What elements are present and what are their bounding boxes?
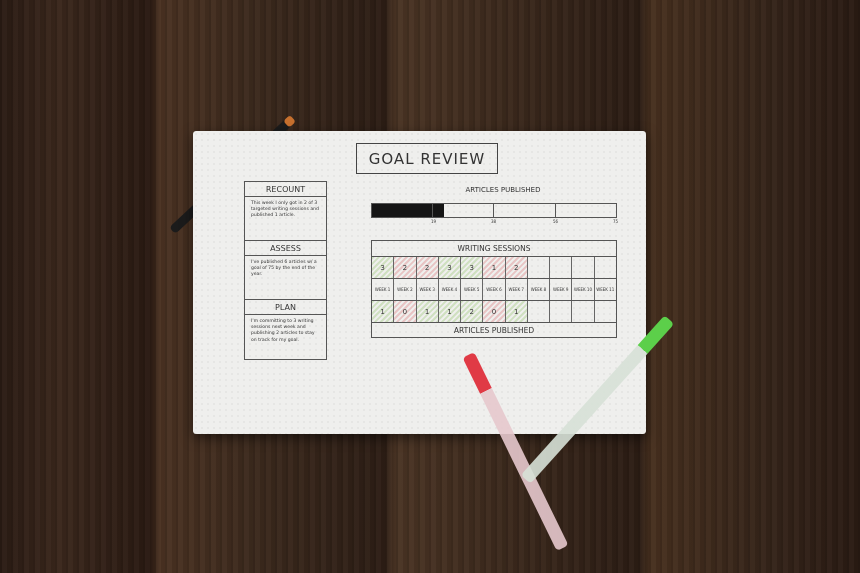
page-title: GOAL REVIEW [356,143,498,174]
week-label: WEEK 4 [439,279,462,300]
tracker-header: WRITING SESSIONS [372,241,616,257]
tracker-cell: 0 [483,301,506,322]
tracker-cell: 1 [416,301,439,322]
tracker-cell: 3 [372,257,395,278]
tracker-cell: 3 [438,257,462,278]
tracker-cell [550,301,573,322]
week-label: WEEK 2 [394,279,417,300]
tick-label: 56 [553,219,559,224]
week-label: WEEK 6 [483,279,506,300]
assess-text: I've published 6 articles w/ a goal of 7… [245,256,326,300]
progress-label: ARTICLES PUBLISHED [465,186,541,194]
plan-heading: PLAN [245,300,326,315]
progress-bar [371,203,617,218]
week-label: WEEK 8 [528,279,551,300]
recount-text: This week I only got in 2 of 3 targeted … [245,197,326,241]
week-label: WEEK 11 [596,287,615,292]
tracker-cell: 2 [416,257,439,278]
tracker-cell: 0 [394,301,417,322]
tick-label: 38 [491,219,497,224]
week-label: WEEK 1 [372,279,395,300]
week-label: WEEK 3 [417,279,439,300]
plan-text: I'm committing to 3 writing sessions nex… [251,319,315,343]
tracker-cell: 2 [461,301,484,322]
week-label: WEEK 5 [461,279,484,300]
tracker-cell [595,257,616,278]
assess-heading: ASSESS [245,241,326,256]
week-label: WEEK 10 [572,279,595,300]
progress-fill [372,204,445,217]
tracker-cell: 1 [505,301,528,322]
weeks-row: WEEK 1 WEEK 2 WEEK 3 WEEK 4 WEEK 5 WEEK 6 WEEK… [372,279,616,301]
tracker-cell: 2 [394,257,417,278]
tick-label: 75 [613,219,619,224]
tracker-footer: ARTICLES PUBLISHED [453,326,535,335]
tracker-cell [550,257,573,278]
tracker-cell [572,257,595,278]
tracker-cell [572,301,595,322]
tracker-cell [528,257,551,278]
recount-heading: RECOUNT [245,182,326,197]
tick-label: 19 [431,219,437,224]
tracker-cell: 2 [505,257,528,278]
tracker-cell: 3 [461,257,484,278]
week-label: WEEK 7 [506,279,528,300]
tracker-cell: 1 [438,301,462,322]
review-sections: RECOUNT This week I only got in 2 of 3 t… [244,181,327,360]
tracker-cell: 1 [483,257,506,278]
tracker-cell: 1 [372,301,395,322]
week-label: WEEK 9 [550,279,573,300]
tracker-cell [595,301,616,322]
tracker-cell [528,301,551,322]
notebook-page: GOAL REVIEW RECOUNT This week I only got… [193,131,646,434]
